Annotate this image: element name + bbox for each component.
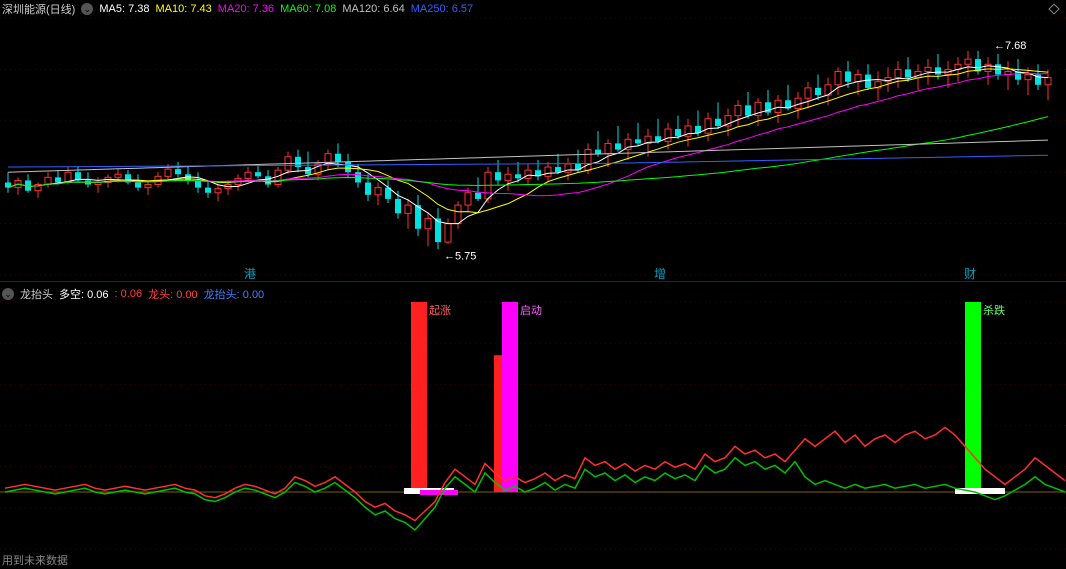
svg-text:增: 增	[654, 267, 666, 281]
svg-text:←5.75: ←5.75	[444, 250, 476, 262]
svg-text:启动: 启动	[520, 304, 542, 317]
footer-text: 用到未来数据	[2, 552, 68, 568]
candlestick-panel[interactable]: 深圳能源(日线) ⌄ MA5: 7.38 MA10: 7.43 MA20: 7.…	[0, 0, 1066, 282]
svg-text:财: 财	[964, 267, 976, 281]
svg-text:杀跌: 杀跌	[983, 303, 1005, 317]
svg-text:←7.68: ←7.68	[994, 40, 1026, 52]
svg-text:起涨: 起涨	[429, 304, 451, 317]
indicator-chart: 起涨 启动 杀跌	[0, 284, 1066, 569]
candlestick-chart: ←7.68 ←5.75 港 增 财	[0, 0, 1066, 282]
svg-text:港: 港	[244, 267, 256, 281]
indicator-panel[interactable]: ⌄ 龙抬头 多空: 0.06 : 0.06 龙头: 0.00 龙抬头: 0.00…	[0, 284, 1066, 569]
